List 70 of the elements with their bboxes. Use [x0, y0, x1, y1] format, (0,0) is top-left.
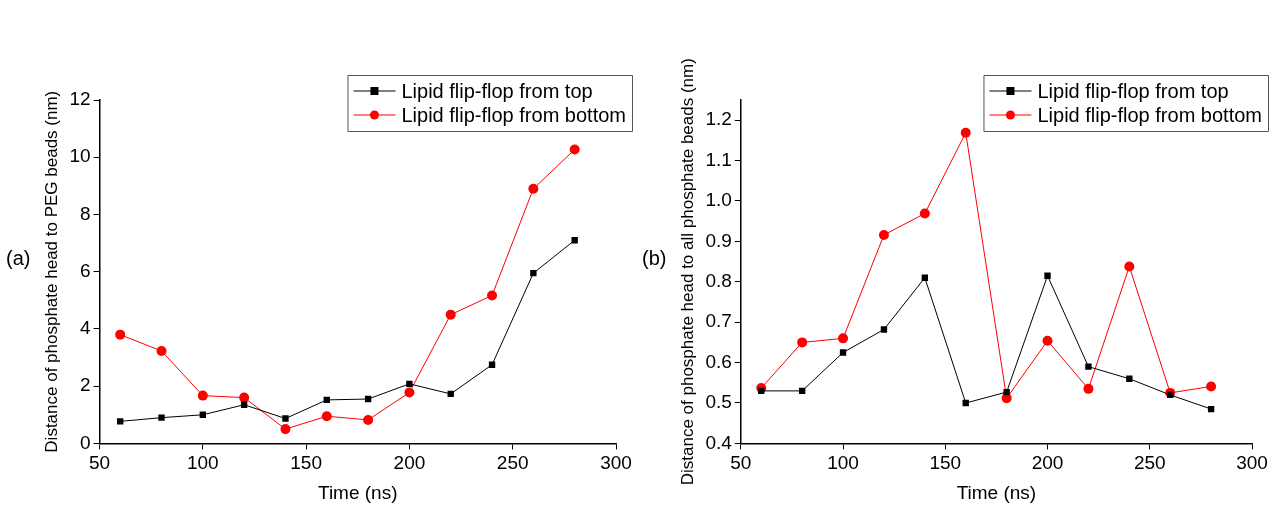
x-tick-label: 250	[496, 452, 529, 474]
x-tick-label: 300	[600, 452, 632, 474]
x-tick-label: 200	[1031, 452, 1064, 474]
point	[197, 390, 208, 401]
y-tick-label: 0.7	[705, 310, 732, 332]
point	[239, 392, 250, 403]
point	[487, 290, 498, 301]
point	[530, 269, 537, 277]
point	[282, 415, 289, 422]
point	[156, 345, 167, 356]
point	[839, 349, 847, 356]
point	[878, 229, 889, 240]
y-tick-label: 0	[79, 431, 91, 453]
point	[321, 411, 332, 422]
x-axis-title: Time (ns)	[956, 481, 1037, 503]
legend-label: Lipid flip-flop from top	[1037, 79, 1229, 102]
x-tick-label: 250	[1133, 452, 1166, 474]
y-tick-label: 1.2	[705, 108, 732, 130]
point	[1044, 272, 1051, 279]
point	[158, 414, 165, 421]
point	[569, 144, 580, 155]
point	[280, 424, 291, 435]
y-tick-label: 0.5	[705, 391, 732, 413]
y-tick-label: 4	[79, 317, 91, 339]
point	[117, 418, 124, 425]
point	[1042, 335, 1053, 346]
point	[960, 127, 971, 138]
y-tick-label: 1.1	[705, 148, 732, 170]
legend-label: Lipid flip-flop from bottom	[401, 103, 627, 126]
y-tick-label: 0.8	[705, 270, 732, 292]
x-tick-label: 200	[393, 452, 426, 474]
y-tick-label: 12	[69, 88, 91, 110]
point	[1206, 381, 1217, 392]
point	[406, 380, 413, 388]
legend-label: Lipid flip-flop from bottom	[1037, 103, 1263, 126]
point	[240, 401, 248, 408]
x-tick-label: 50	[88, 452, 111, 474]
y-tick-label: 0.6	[705, 350, 732, 372]
text: (b)	[642, 247, 667, 270]
point	[115, 329, 126, 340]
y-tick-label: 2	[79, 374, 91, 396]
point	[1085, 363, 1092, 370]
point	[797, 337, 808, 348]
y-tick-label: 0.9	[705, 229, 732, 251]
point	[919, 208, 930, 219]
y-tick-label: 0.4	[705, 431, 733, 453]
point	[445, 309, 456, 320]
y-tick-label: 6	[79, 259, 91, 281]
y-axis-title: Distance of phosphate head to all phosphate beads (nm)	[677, 58, 697, 486]
y-tick-label: 10	[69, 145, 91, 167]
point	[1083, 383, 1094, 394]
point	[363, 414, 374, 425]
x-tick-label: 300	[1236, 452, 1268, 474]
x-tick-label: 150	[290, 452, 322, 474]
point	[838, 333, 849, 344]
x-tick-label: 100	[186, 452, 219, 474]
y-axis-title: Distance of phosphate head to PEG beads (nm)	[41, 90, 61, 453]
point	[404, 387, 415, 398]
text: (a)	[6, 247, 31, 270]
point	[1003, 388, 1010, 396]
x-tick-label: 50	[730, 452, 752, 474]
x-tick-label: 150	[929, 452, 962, 474]
point	[528, 183, 539, 194]
point	[880, 326, 888, 333]
y-tick-label: 1.0	[705, 189, 732, 211]
x-tick-label: 100	[827, 452, 859, 474]
point	[1124, 261, 1135, 272]
y-tick-label: 8	[79, 202, 91, 224]
legend-label: Lipid flip-flop from top	[401, 79, 593, 102]
x-axis-title: Time (ns)	[318, 481, 398, 503]
